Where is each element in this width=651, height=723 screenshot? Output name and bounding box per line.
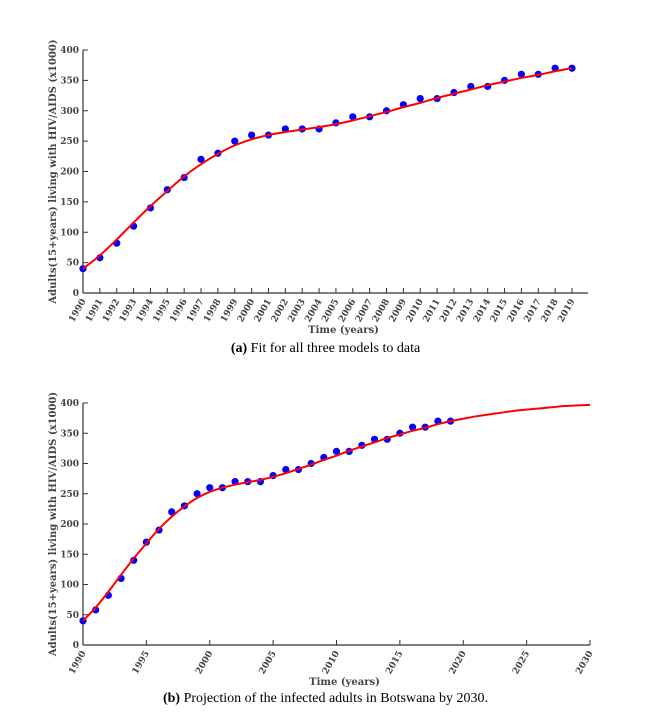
fit-line bbox=[82, 403, 591, 622]
x-tick-label: 2005 bbox=[258, 650, 279, 677]
y-tick-label: 400 bbox=[60, 399, 79, 409]
data-point bbox=[421, 423, 429, 431]
data-point bbox=[231, 137, 239, 145]
data-point bbox=[155, 526, 163, 534]
data-point bbox=[92, 606, 100, 614]
data-point bbox=[180, 502, 188, 510]
data-point bbox=[218, 484, 227, 492]
data-point bbox=[130, 556, 138, 564]
data-point bbox=[345, 447, 353, 455]
data-point bbox=[383, 435, 391, 443]
fit-line bbox=[82, 67, 573, 270]
data-point bbox=[146, 204, 155, 212]
data-point bbox=[206, 484, 214, 492]
data-point bbox=[408, 423, 417, 431]
data-point bbox=[248, 131, 256, 139]
x-tick-label: 2020 bbox=[448, 650, 469, 677]
y-tick-label: 200 bbox=[60, 520, 79, 530]
data-point bbox=[142, 538, 150, 546]
data-point bbox=[197, 155, 205, 163]
x-axis-label: Time (years) bbox=[309, 677, 380, 688]
data-point bbox=[434, 417, 442, 425]
data-point bbox=[349, 113, 357, 121]
y-tick-label: 0 bbox=[73, 641, 79, 651]
chart-a: 0501001502002503003504001990199119921993… bbox=[48, 39, 588, 336]
data-point bbox=[416, 95, 424, 103]
x-tick-label: 2010 bbox=[321, 650, 342, 677]
y-tick-label: 100 bbox=[60, 581, 79, 591]
x-tick-label: 1990 bbox=[67, 650, 88, 677]
y-tick-label: 50 bbox=[66, 611, 79, 621]
data-point bbox=[79, 617, 87, 625]
y-tick-label: 150 bbox=[60, 198, 79, 208]
y-tick-label: 50 bbox=[66, 259, 79, 269]
caption-b: (b) Projection of the infected adults in… bbox=[162, 691, 489, 706]
y-axis-label: Adults(15+years) living with HIV/AIDS (x… bbox=[48, 392, 59, 657]
x-tick-label: 2030 bbox=[574, 650, 595, 677]
y-tick-label: 350 bbox=[60, 76, 79, 86]
y-tick-label: 150 bbox=[60, 550, 79, 560]
y-tick-label: 0 bbox=[73, 289, 79, 299]
x-tick-label: 2015 bbox=[384, 650, 405, 677]
y-tick-label: 250 bbox=[60, 137, 79, 147]
data-point bbox=[370, 435, 379, 443]
data-point bbox=[517, 70, 526, 78]
data-point bbox=[358, 441, 366, 449]
data-point bbox=[244, 478, 252, 486]
data-point bbox=[231, 478, 239, 486]
y-tick-label: 250 bbox=[60, 490, 79, 500]
caption-a: (a) Fit for all three models to data bbox=[230, 341, 421, 356]
x-axis-label: Time (years) bbox=[308, 325, 379, 336]
y-tick-label: 100 bbox=[60, 228, 79, 238]
data-point bbox=[168, 508, 176, 516]
data-point bbox=[396, 429, 404, 437]
y-tick-label: 200 bbox=[60, 168, 79, 178]
data-point bbox=[307, 459, 315, 468]
y-axis-label: Adults(15+years) living with HIV/AIDS (x… bbox=[48, 39, 59, 304]
x-tick-label: 2000 bbox=[194, 650, 215, 677]
data-point bbox=[193, 490, 201, 498]
data-point bbox=[294, 465, 303, 474]
data-point bbox=[104, 591, 112, 599]
y-tick-label: 300 bbox=[60, 107, 79, 117]
x-tick-label: 2025 bbox=[511, 650, 532, 677]
x-tick-label: 1995 bbox=[131, 650, 152, 677]
y-tick-label: 400 bbox=[60, 46, 79, 56]
data-point bbox=[446, 417, 455, 425]
y-tick-label: 350 bbox=[60, 429, 79, 439]
data-point bbox=[282, 465, 290, 474]
data-point bbox=[269, 472, 277, 480]
data-point bbox=[320, 453, 328, 462]
data-point bbox=[332, 447, 341, 455]
data-point bbox=[256, 478, 265, 486]
y-tick-label: 300 bbox=[60, 460, 79, 470]
x-tick-label: 2019 bbox=[556, 298, 577, 325]
data-point bbox=[117, 574, 125, 583]
